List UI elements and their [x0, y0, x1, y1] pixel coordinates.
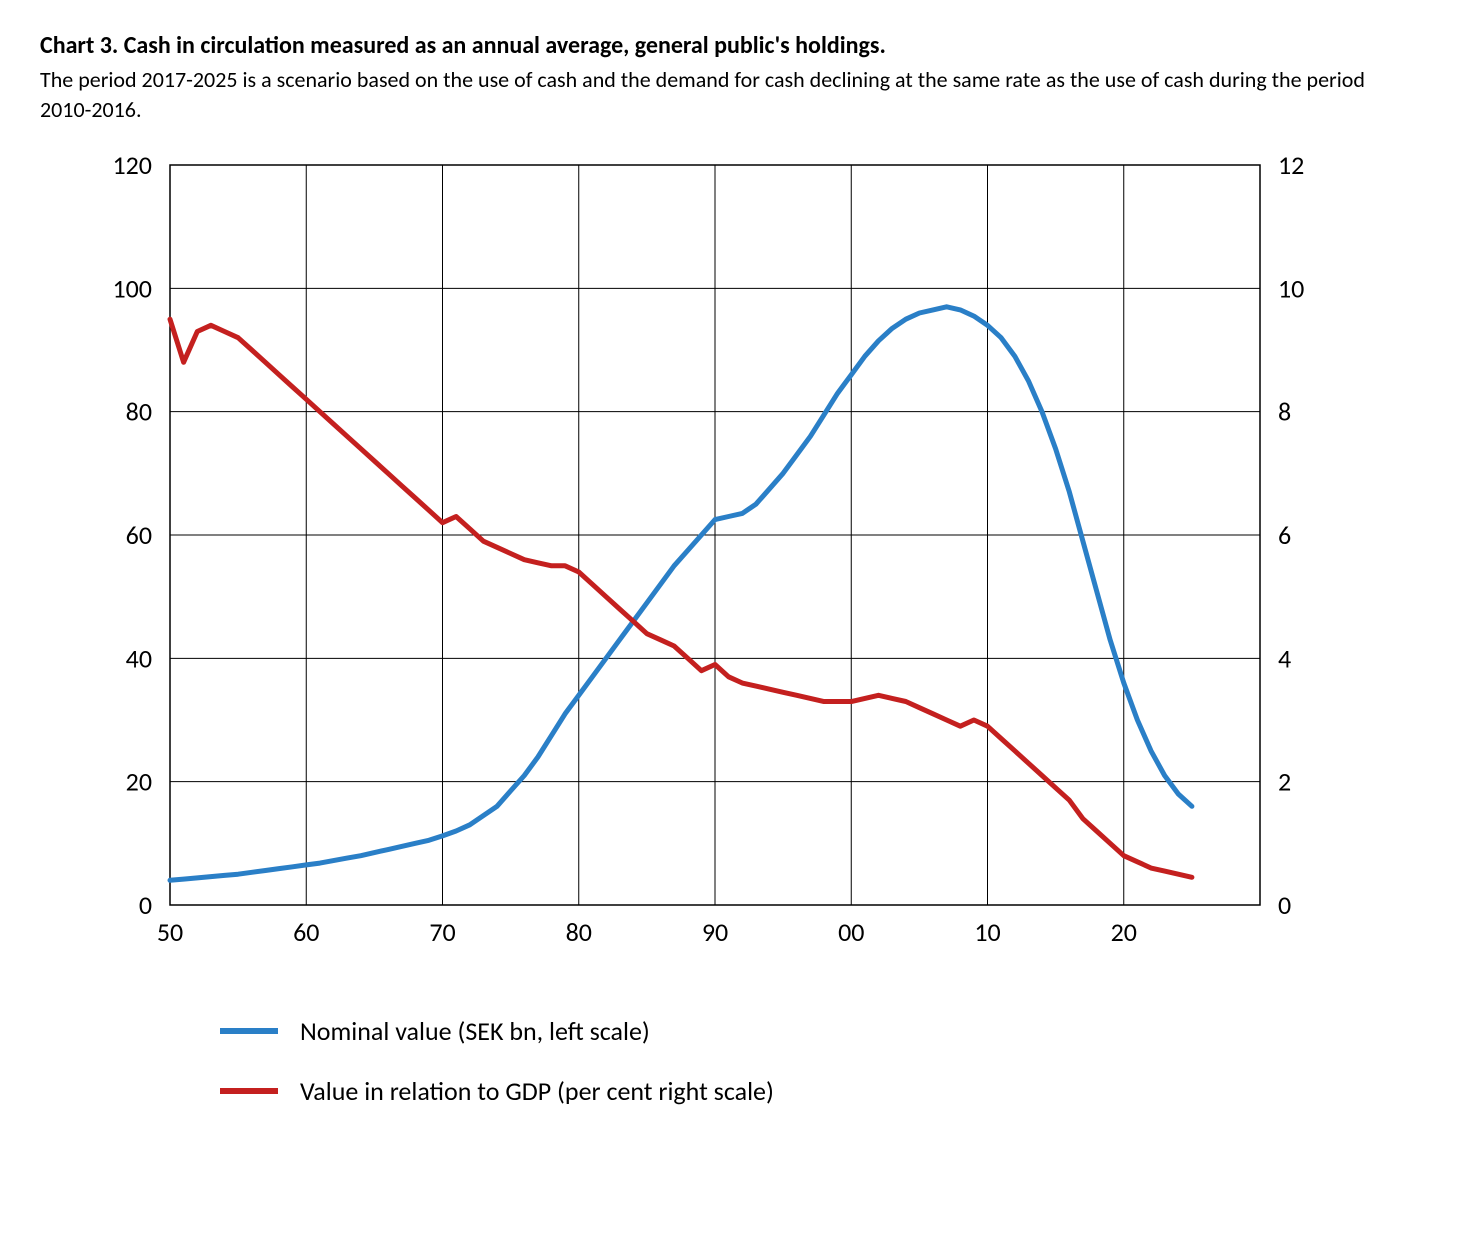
x-tick: 80 — [566, 916, 592, 948]
chart-container: 0 20 40 60 80 100 120 0 2 4 6 8 10 12 50 60 70 80 90 00 10 20 — [40, 155, 1424, 975]
line-chart: 0 20 40 60 80 100 120 0 2 4 6 8 10 12 50 60 70 80 90 00 10 20 — [40, 155, 1340, 975]
legend-swatch-gdp — [220, 1088, 278, 1094]
chart-subtitle: The period 2017-2025 is a scenario based… — [40, 65, 1420, 124]
chart-title: Chart 3. Cash in circulation measured as… — [40, 30, 1424, 61]
x-tick: 10 — [974, 916, 1000, 948]
y-right-tick: 4 — [1278, 642, 1291, 674]
legend-item-nominal: Nominal value (SEK bn, left scale) — [220, 1015, 1424, 1047]
y-right-tick: 8 — [1278, 395, 1291, 427]
y-right-tick: 2 — [1278, 765, 1291, 797]
x-tick: 60 — [293, 916, 319, 948]
y-right-tick: 0 — [1278, 889, 1291, 921]
x-tick: 70 — [429, 916, 455, 948]
y-right-tick: 10 — [1278, 272, 1304, 304]
x-tick: 50 — [157, 916, 183, 948]
series-nominal — [170, 306, 1192, 880]
y-left-tick: 100 — [112, 272, 152, 304]
legend-label-gdp: Value in relation to GDP (per cent right… — [300, 1075, 774, 1107]
legend-swatch-nominal — [220, 1028, 278, 1034]
y-left-tick: 40 — [126, 642, 152, 674]
y-left-tick: 0 — [139, 889, 152, 921]
legend-item-gdp: Value in relation to GDP (per cent right… — [220, 1075, 1424, 1107]
y-left-tick: 80 — [126, 395, 152, 427]
y-right-tick: 12 — [1278, 155, 1304, 181]
legend: Nominal value (SEK bn, left scale) Value… — [220, 1015, 1424, 1107]
x-tick: 20 — [1111, 916, 1137, 948]
y-left-tick: 20 — [126, 765, 152, 797]
legend-label-nominal: Nominal value (SEK bn, left scale) — [300, 1015, 650, 1047]
y-right-tick: 6 — [1278, 519, 1291, 551]
y-left-tick: 120 — [112, 155, 152, 181]
x-tick: 90 — [702, 916, 728, 948]
y-left-tick: 60 — [126, 519, 152, 551]
x-tick: 00 — [838, 916, 864, 948]
